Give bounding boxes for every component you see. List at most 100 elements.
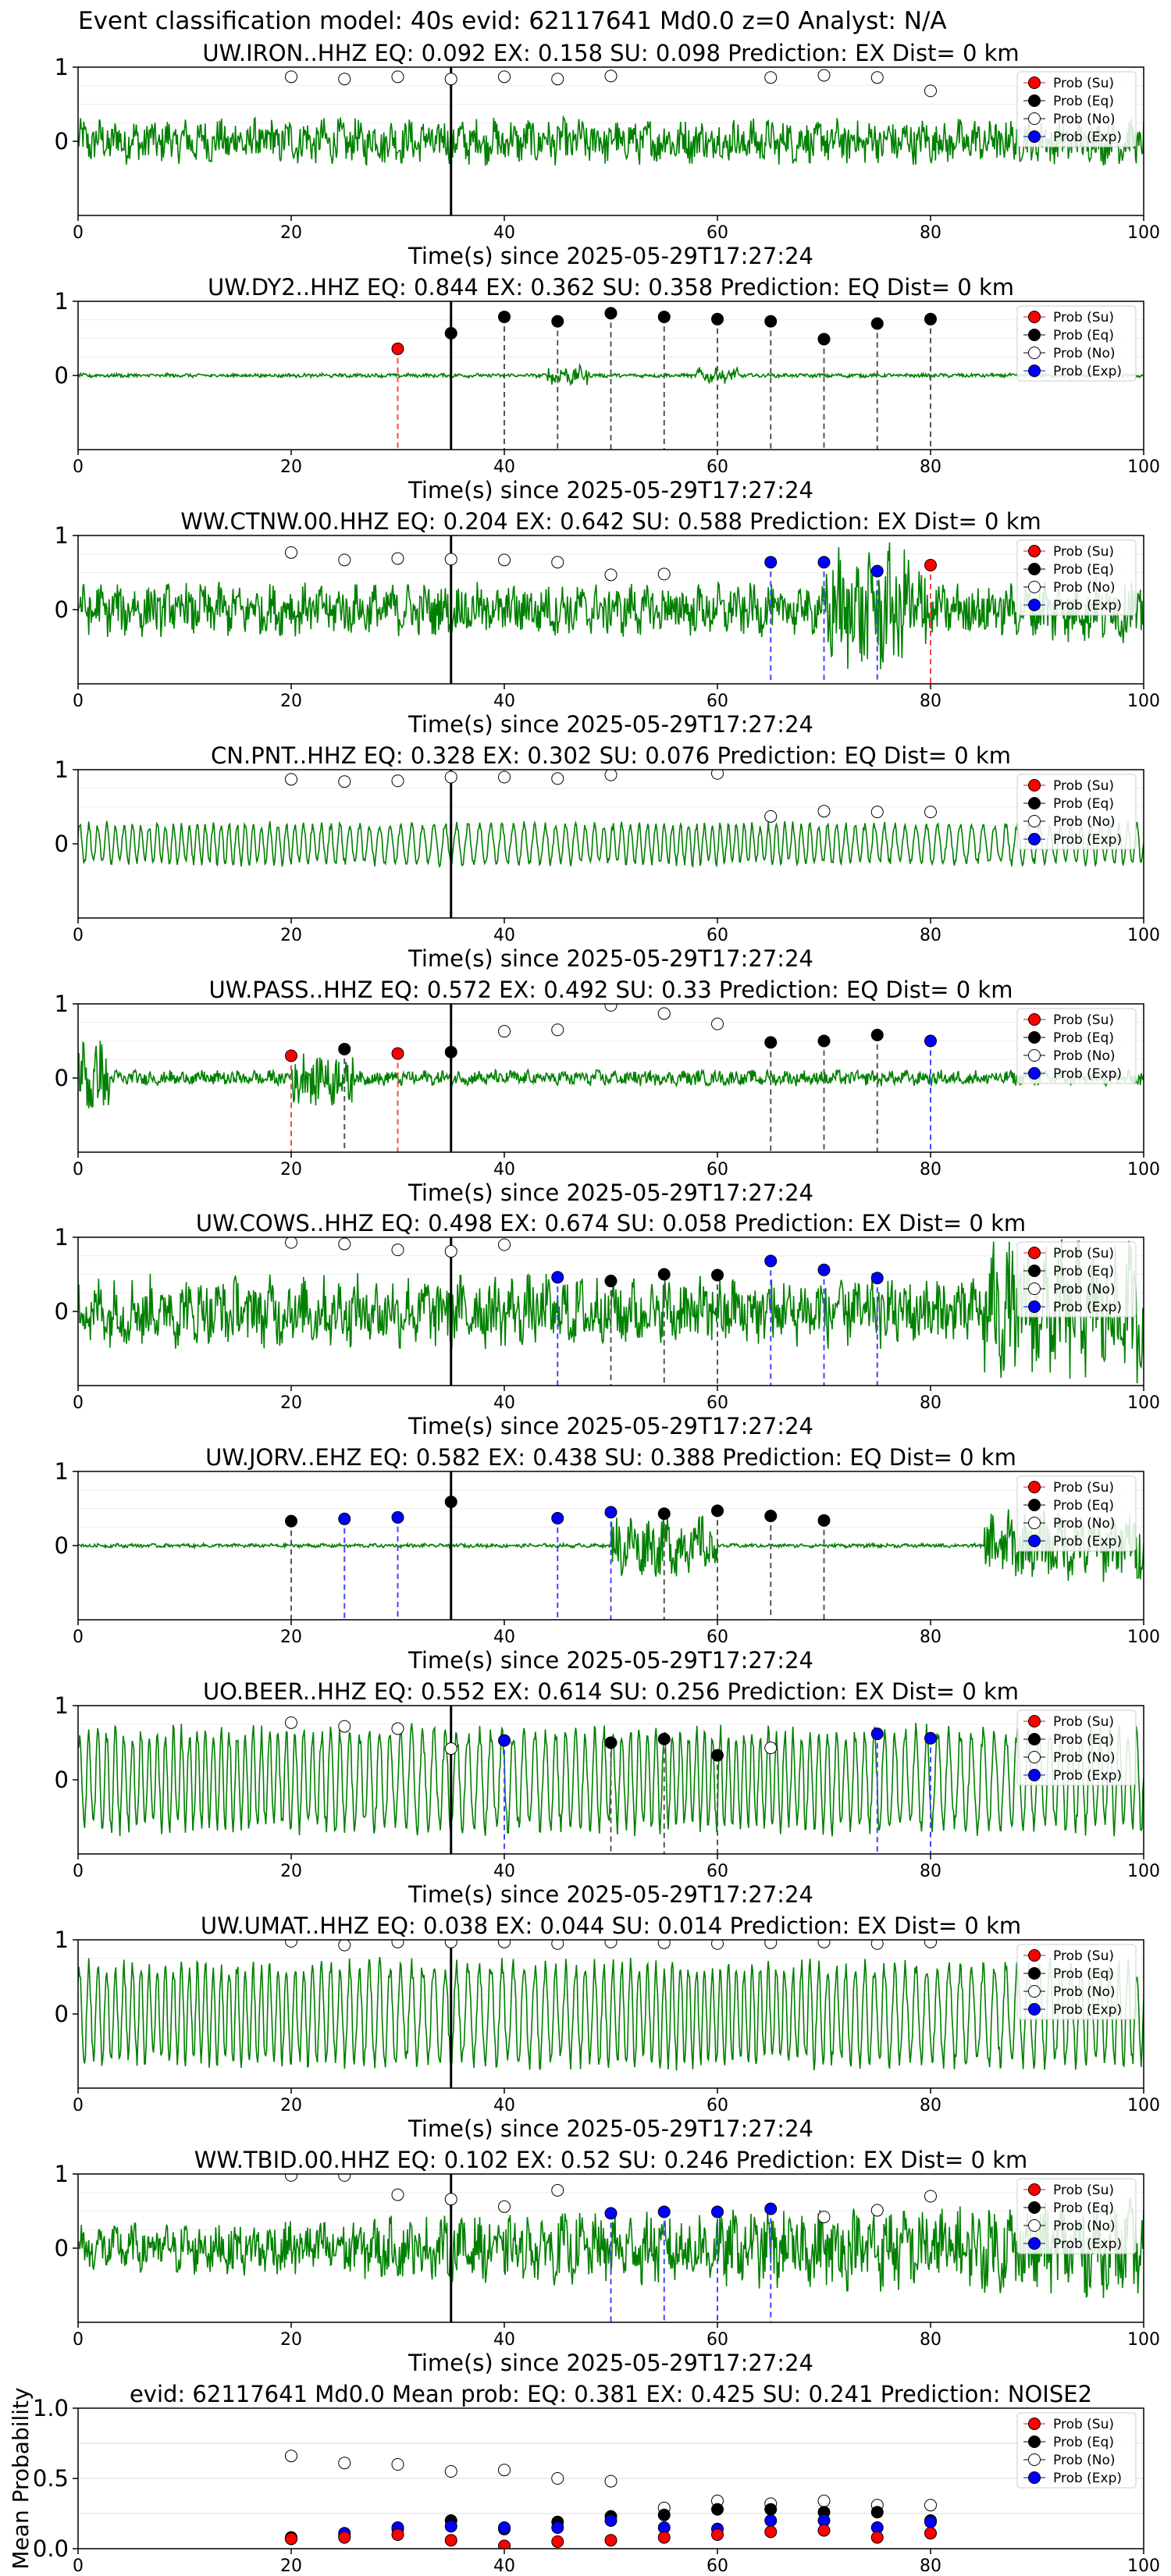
- mean-point-no: [817, 2494, 831, 2507]
- legend-marker: [1028, 1967, 1041, 1980]
- prob-point-no: [285, 1940, 297, 1948]
- mean-point-su: [711, 2528, 724, 2541]
- x-tick-label: 40: [493, 457, 515, 477]
- plot-area: [78, 301, 1144, 450]
- legend-label: Prob (No): [1053, 1048, 1116, 1064]
- x-tick-label: 0: [73, 692, 84, 711]
- mean-point-no: [551, 2472, 564, 2485]
- prob-point-no: [604, 1004, 618, 1012]
- prob-point-eq: [817, 333, 831, 346]
- legend-marker: [1028, 545, 1041, 557]
- legend-label: Prob (Exp): [1053, 2236, 1122, 2252]
- mean-point-su: [924, 2527, 937, 2540]
- legend-marker: [1028, 1751, 1041, 1763]
- x-axis-label: Time(s) since 2025-05-29T17:27:24: [408, 1881, 813, 1908]
- x-tick-label: 80: [920, 1393, 941, 1413]
- prob-point-no: [924, 806, 937, 819]
- legend-label: Prob (Exp): [1053, 832, 1122, 848]
- legend-marker: [1028, 1247, 1041, 1259]
- prob-point-su: [391, 342, 404, 355]
- plot-area: [78, 1706, 1144, 1854]
- prob-point-exp: [870, 1727, 884, 1741]
- mean-point-no: [391, 2458, 404, 2471]
- prob-point-no: [391, 2188, 404, 2201]
- x-tick-label: 80: [920, 1862, 941, 1881]
- legend-marker: [1028, 1049, 1041, 1062]
- prob-point-no: [551, 73, 564, 86]
- prob-point-exp: [870, 564, 884, 578]
- prob-point-no: [391, 1940, 404, 1948]
- mean-point-su: [657, 2531, 671, 2544]
- prob-point-su: [391, 1047, 404, 1060]
- legend-marker: [1028, 311, 1041, 323]
- x-tick-label: 40: [493, 1393, 515, 1413]
- legend: Prob (Su) Prob (Eq) Prob (No) Prob (Exp): [1016, 774, 1137, 850]
- panel-title: UO.BEER..HHZ EQ: 0.552 EX: 0.614 SU: 0.2…: [203, 1678, 1019, 1705]
- prob-point-su: [924, 559, 937, 571]
- x-tick-label: 0: [73, 2556, 84, 2576]
- legend-marker: [1028, 1517, 1041, 1529]
- y-axis-label: Mean Probability: [8, 2387, 34, 2569]
- panel-title: UW.PASS..HHZ EQ: 0.572 EX: 0.492 SU: 0.3…: [209, 977, 1013, 1003]
- prob-point-exp: [711, 2205, 724, 2218]
- prob-point-no: [444, 2193, 457, 2206]
- legend: Prob (Su) Prob (Eq) Prob (No) Prob (Exp): [1016, 2178, 1137, 2254]
- legend-box: [1016, 1008, 1137, 1084]
- x-tick-label: 80: [920, 2096, 941, 2115]
- x-tick-label: 100: [1127, 223, 1160, 243]
- x-tick-label: 40: [493, 2556, 515, 2576]
- panel-3: WW.CTNW.00.HHZ EQ: 0.204 EX: 0.642 SU: 0…: [55, 508, 1160, 738]
- prob-point-no: [338, 553, 351, 567]
- legend-label: Prob (No): [1053, 814, 1116, 830]
- x-tick-label: 80: [920, 926, 941, 945]
- prob-point-eq: [444, 1045, 457, 1059]
- prob-point-no: [924, 84, 937, 98]
- prob-point-exp: [498, 1734, 511, 1747]
- legend-marker: [1028, 76, 1041, 89]
- legend-label: Prob (Exp): [1053, 2471, 1122, 2486]
- prob-point-no: [498, 1025, 511, 1038]
- legend-label: Prob (Exp): [1053, 598, 1122, 614]
- legend-label: Prob (Eq): [1053, 1264, 1114, 1279]
- y-tick-label: 0.0: [33, 2535, 69, 2562]
- waveform-line: [78, 1041, 1144, 1108]
- prob-point-exp: [764, 1254, 778, 1268]
- legend-label: Prob (Su): [1053, 778, 1114, 794]
- prob-point-no: [870, 806, 884, 819]
- legend-label: Prob (Eq): [1053, 1966, 1114, 1982]
- y-tick-label: 1: [55, 991, 69, 1017]
- prob-point-no: [285, 2174, 297, 2182]
- mean-point-exp: [444, 2520, 457, 2533]
- prob-point-no: [711, 1017, 724, 1030]
- x-tick-label: 60: [707, 692, 728, 711]
- panel-title: WW.CTNW.00.HHZ EQ: 0.204 EX: 0.642 SU: 0…: [180, 508, 1041, 535]
- legend-marker: [1028, 2219, 1041, 2232]
- y-tick-label: 0: [55, 128, 69, 155]
- prob-point-eq: [551, 315, 564, 328]
- legend-marker: [1028, 1481, 1041, 1493]
- legend-label: Prob (No): [1053, 346, 1116, 361]
- legend-box: [1016, 1710, 1137, 1786]
- y-tick-label: 0: [55, 362, 69, 389]
- x-axis-label: Time(s) since 2025-05-29T17:27:24: [408, 243, 813, 269]
- legend-label: Prob (No): [1053, 1516, 1116, 1532]
- legend-marker: [1028, 2453, 1041, 2466]
- x-axis-label: Time(s) since 2025-05-29T17:27:24: [408, 1179, 813, 1206]
- prob-point-no: [551, 2183, 564, 2197]
- x-tick-label: 80: [920, 457, 941, 477]
- legend-label: Prob (Su): [1053, 1480, 1114, 1496]
- waveform-line: [78, 542, 1144, 670]
- figure-title: Event classification model: 40s evid: 62…: [78, 7, 947, 35]
- legend-label: Prob (Eq): [1053, 562, 1114, 578]
- legend-marker: [1028, 581, 1041, 593]
- y-tick-label: 0: [55, 596, 69, 623]
- prob-point-no: [338, 1940, 351, 1952]
- panel-7: UW.JORV..EHZ EQ: 0.582 EX: 0.438 SU: 0.3…: [55, 1444, 1160, 1674]
- y-tick-label: 1: [55, 756, 69, 783]
- x-tick-label: 0: [73, 1160, 84, 1179]
- mean-point-su: [817, 2524, 831, 2537]
- x-tick-label: 80: [920, 1628, 941, 1647]
- panel-title: UW.UMAT..HHZ EQ: 0.038 EX: 0.044 SU: 0.0…: [201, 1912, 1021, 1939]
- prob-point-eq: [444, 1495, 457, 1508]
